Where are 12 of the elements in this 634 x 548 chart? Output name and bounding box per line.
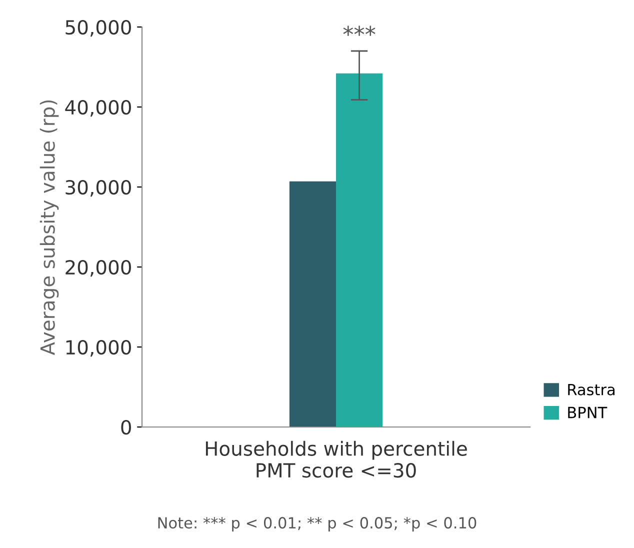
y-tick-label: 50,000 bbox=[66, 20, 131, 37]
y-tick-label: 30,000 bbox=[66, 180, 131, 197]
y-tick-label: 10,000 bbox=[66, 340, 131, 357]
y-tick-label: 20,000 bbox=[66, 260, 131, 277]
y-tick-label: 0 bbox=[121, 420, 131, 435]
x-tick-label: Households with percentile PMT score <=30 bbox=[206, 440, 467, 478]
annotation: *** bbox=[343, 26, 376, 36]
legend-label: Rastra bbox=[568, 384, 615, 396]
legend-label: BPNT bbox=[568, 406, 608, 418]
text: Note: *** p < 0.01; ** p < 0.05; *p < 0.10 bbox=[158, 517, 476, 532]
y-tick-label: 40,000 bbox=[65, 100, 131, 117]
y-axis-title: Average subsity value (rp) bbox=[40, 100, 59, 356]
